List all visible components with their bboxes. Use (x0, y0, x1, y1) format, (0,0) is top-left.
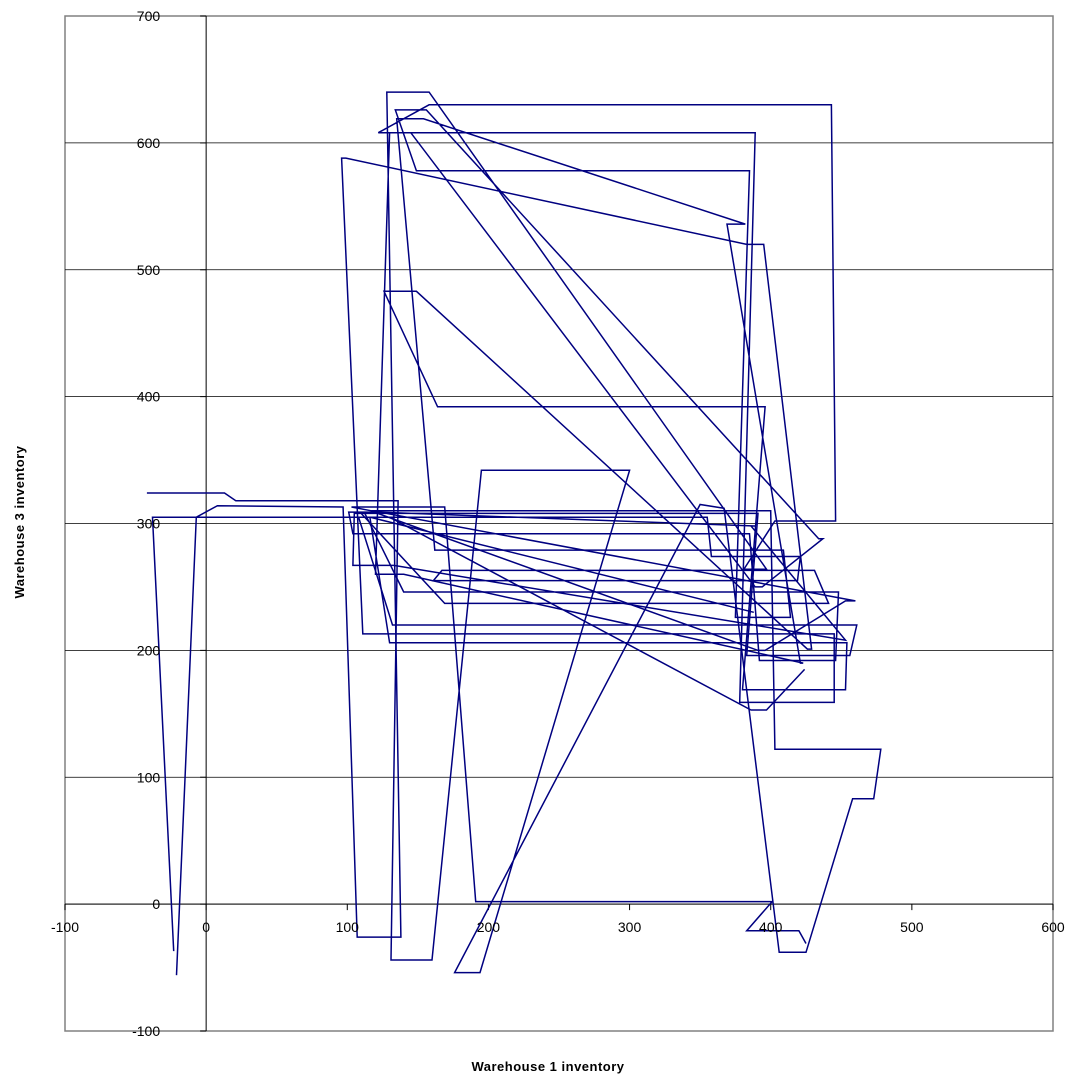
y-tick-label-3: 200 (137, 642, 161, 658)
x-tick-label-4: 300 (618, 919, 642, 935)
x-tick-label-2: 100 (336, 919, 360, 935)
y-tick-label-7: 600 (137, 135, 161, 151)
y-tick-label-0: -100 (132, 1023, 160, 1039)
y-tick-label-1: 0 (152, 896, 160, 912)
series-line-0 (175, 91, 848, 976)
x-tick-label-7: 600 (1041, 919, 1065, 935)
x-tick-label-0: -100 (51, 919, 79, 935)
series-line-1 (146, 469, 882, 974)
y-axis-title: Warehouse 3 inventory (12, 445, 27, 598)
tick-labels: -100 0 100 200 300 400 500 600 -100 0 100 200 300 400… (51, 8, 1065, 1039)
y-tick-label-6: 500 (137, 262, 161, 278)
y-tick-label-2: 100 (137, 769, 161, 785)
x-axis-title: Warehouse 1 inventory (471, 1059, 624, 1074)
y-tick-label-5: 400 (137, 389, 161, 405)
y-tick-label-8: 700 (137, 8, 161, 24)
x-tick-label-1: 0 (202, 919, 210, 935)
x-tick-label-5: 400 (759, 919, 783, 935)
x-tick-label-6: 500 (900, 919, 924, 935)
x-tick-label-3: 200 (477, 919, 501, 935)
axes (64, 15, 1054, 1032)
series-line-2 (151, 511, 858, 952)
series-lines (146, 91, 882, 976)
y-tick-label-4: 300 (137, 516, 161, 532)
